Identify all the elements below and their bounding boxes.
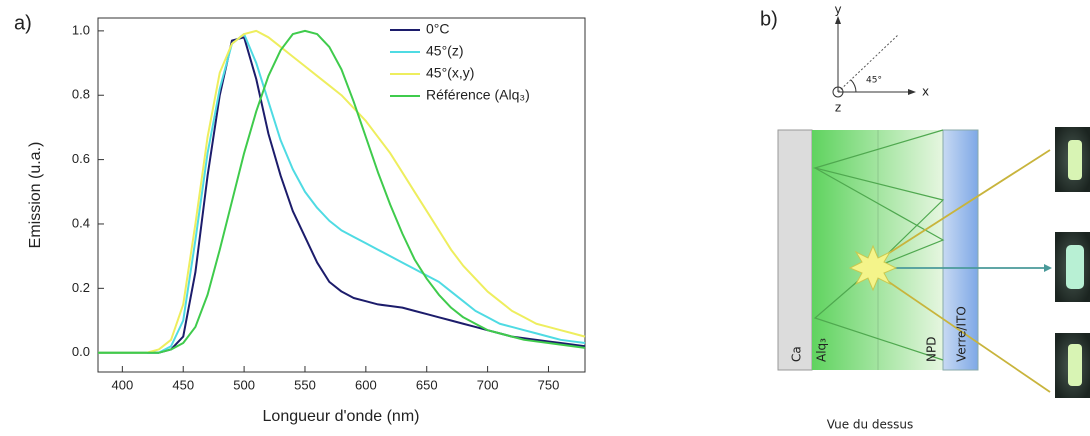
layer-label: Ca xyxy=(790,346,804,362)
axis-label: z xyxy=(835,101,841,115)
legend-label: 45°(x,y) xyxy=(426,65,474,81)
internal-rays xyxy=(812,129,945,361)
y-axis-label: Emission (u.a.) xyxy=(27,142,44,249)
arrowhead xyxy=(835,16,841,24)
layer-ca xyxy=(777,129,813,371)
y-tick-label: 0.0 xyxy=(72,344,90,359)
layer-label: Verre/ITO xyxy=(955,306,969,362)
angle-arc xyxy=(850,79,857,93)
legend-label: Référence (Alq₃) xyxy=(426,87,530,103)
layer-label: Alq₃ xyxy=(815,338,829,362)
axis-label: x xyxy=(922,85,929,99)
y-tick-label: 0.2 xyxy=(72,280,90,295)
plot-frame xyxy=(97,17,586,373)
caption: Vue du dessus xyxy=(827,418,914,432)
y-tick-label: 0.8 xyxy=(72,87,90,102)
x-tick-label: 550 xyxy=(294,377,316,392)
emitter xyxy=(848,244,898,292)
panel-label: b) xyxy=(760,8,778,30)
y-tick-label: 0.6 xyxy=(72,151,90,166)
x-tick-label: 600 xyxy=(355,377,377,392)
x-tick-label: 500 xyxy=(233,377,255,392)
ray xyxy=(885,149,1051,256)
arrowhead xyxy=(1044,264,1052,272)
x-tick-label: 700 xyxy=(477,377,499,392)
photo-glow xyxy=(1068,344,1082,386)
x-tick-label: 450 xyxy=(172,377,194,392)
x-axis-label: Longueur d'onde (nm) xyxy=(263,408,420,425)
photo-glow xyxy=(1068,140,1082,180)
legend-label: 0°C xyxy=(426,21,450,37)
axis-z xyxy=(832,86,844,98)
arrowhead xyxy=(908,89,916,95)
y-tick-label: 1.0 xyxy=(72,22,90,37)
series-line xyxy=(98,29,586,354)
x-tick-label: 650 xyxy=(416,377,438,392)
x-tick-label: 400 xyxy=(111,377,133,392)
y-tick-label: 0.4 xyxy=(72,215,90,230)
diagram: y x z 45° Ca Alq₃ NPD Verre/ITO Vue du d… xyxy=(777,3,1090,432)
series-line xyxy=(98,36,586,354)
dashed-axis xyxy=(837,34,899,93)
axis-label: y xyxy=(834,3,841,17)
ray xyxy=(885,279,1051,393)
x-tick-label: 750 xyxy=(538,377,560,392)
photo-glow xyxy=(1066,245,1084,289)
angle-label: 45° xyxy=(866,76,882,86)
layer-label: NPD xyxy=(925,337,939,362)
legend-label: 45°(z) xyxy=(426,43,464,59)
series-line xyxy=(98,33,586,354)
panel-label: a) xyxy=(14,12,32,34)
series-line xyxy=(98,29,586,354)
